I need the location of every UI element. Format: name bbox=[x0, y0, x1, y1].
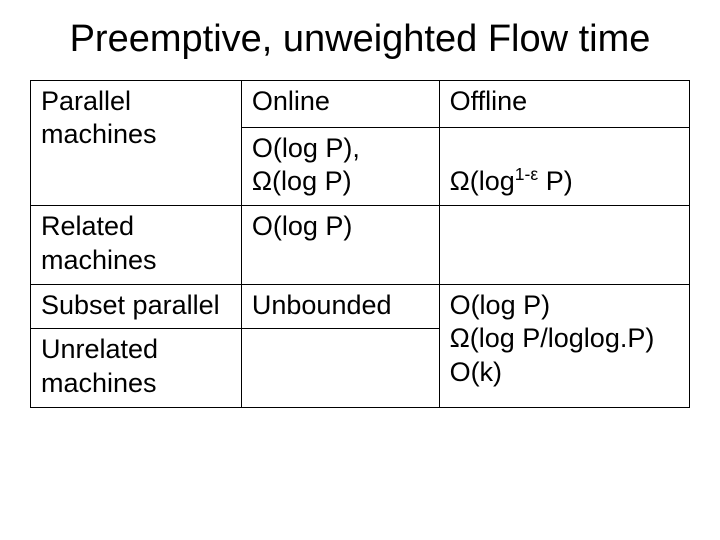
table-row: Relatedmachines O(log P) bbox=[31, 206, 690, 285]
column-header: Online bbox=[241, 80, 439, 127]
column-header: Offline bbox=[439, 80, 689, 127]
cell-online bbox=[241, 329, 439, 408]
results-table: Parallel machines Online Offline O(log P… bbox=[30, 80, 690, 408]
cell-online: Unbounded bbox=[241, 284, 439, 329]
row-label: Parallel machines bbox=[31, 80, 242, 206]
table-row: Parallel machines Online Offline bbox=[31, 80, 690, 127]
table-row: Subset parallel Unbounded O(log P)Ω(log … bbox=[31, 284, 690, 329]
cell-text: Parallel machines bbox=[41, 86, 157, 150]
cell-online: O(log P) bbox=[241, 206, 439, 285]
page-title: Preemptive, unweighted Flow time bbox=[30, 18, 690, 62]
cell-offline bbox=[439, 206, 689, 285]
cell-offline: O(log P)Ω(log P/loglog.P)O(k) bbox=[439, 284, 689, 407]
cell-online: O(log P),Ω(log P) bbox=[241, 127, 439, 206]
cell-offline: Ω(log1-ε P) bbox=[439, 127, 689, 206]
row-label: Unrelatedmachines bbox=[31, 329, 242, 408]
row-label: Relatedmachines bbox=[31, 206, 242, 285]
row-label: Subset parallel bbox=[31, 284, 242, 329]
